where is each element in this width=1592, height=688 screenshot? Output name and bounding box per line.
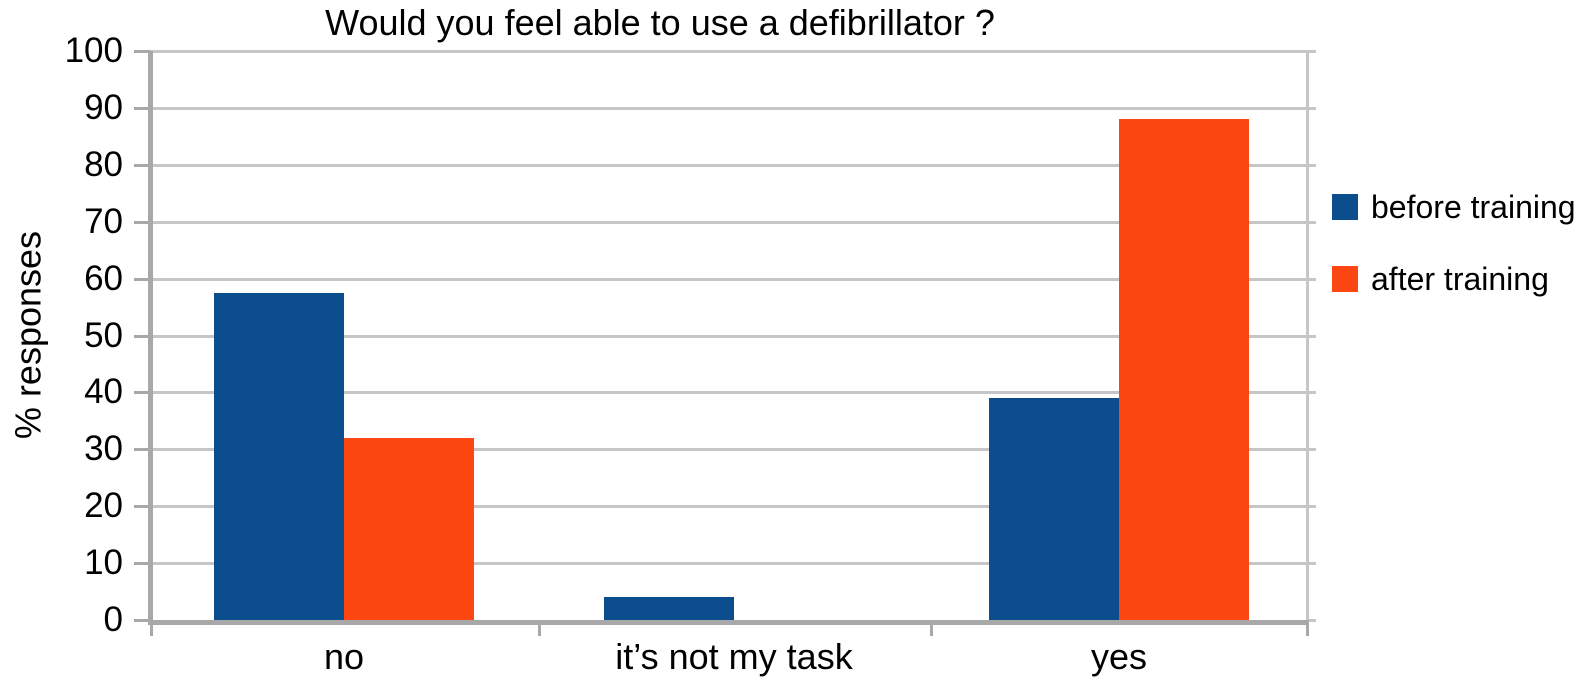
y-tick-label-80: 80 xyxy=(84,144,123,184)
y-axis-line xyxy=(148,51,153,625)
legend-swatch-icon xyxy=(1332,266,1358,292)
gridline-90 xyxy=(150,106,1309,110)
gridline-80 xyxy=(150,163,1309,167)
y-tick-right-60 xyxy=(1309,277,1316,281)
gridline-100 xyxy=(150,50,1309,53)
y-tick-50 xyxy=(134,334,150,338)
bar-after-training-2 xyxy=(1119,119,1249,620)
x-category-label-2: yes xyxy=(1090,636,1148,677)
legend-swatch-icon xyxy=(1332,194,1358,220)
legend-label-1: after training xyxy=(1371,261,1549,297)
y-tick-right-70 xyxy=(1309,220,1316,224)
y-tick-right-40 xyxy=(1309,391,1316,395)
x-category-label-1: it’s not my task xyxy=(615,636,853,677)
x-tick-0 xyxy=(150,623,153,636)
gridline-30 xyxy=(150,448,1309,452)
x-tick-3 xyxy=(1306,623,1309,636)
y-tick-40 xyxy=(134,391,150,395)
legend-label-0: before training xyxy=(1371,189,1576,225)
plot-area: 0 10 20 30 40 50 60 70 80 90 100 no it’s not my task… xyxy=(65,31,1316,677)
legend: before training after training xyxy=(1332,190,1576,334)
y-tick-right-0 xyxy=(1309,619,1316,622)
y-tick-right-100 xyxy=(1309,50,1316,53)
y-tick-90 xyxy=(134,106,150,110)
bar-before-training-1 xyxy=(604,597,734,620)
bar-before-training-2 xyxy=(989,398,1119,620)
y-tick-label-70: 70 xyxy=(84,201,123,241)
y-tick-20 xyxy=(134,505,150,509)
y-tick-0 xyxy=(134,619,150,622)
x-tick-1 xyxy=(538,623,541,636)
x-category-label-0: no xyxy=(323,636,365,677)
y-tick-right-50 xyxy=(1309,334,1316,338)
y-tick-label-20: 20 xyxy=(84,486,123,526)
y-tick-10 xyxy=(134,562,150,566)
y-tick-label-50: 50 xyxy=(84,315,123,355)
y-tick-label-10: 10 xyxy=(84,543,123,583)
gridline-10 xyxy=(150,562,1309,566)
gridline-40 xyxy=(150,391,1309,395)
y-tick-label-40: 40 xyxy=(84,372,123,412)
y-tick-70 xyxy=(134,220,150,224)
y-tick-label-60: 60 xyxy=(84,258,123,298)
bar-before-training-0 xyxy=(214,293,344,620)
y-tick-label-0: 0 xyxy=(103,600,123,639)
y-tick-80 xyxy=(134,163,150,167)
y-tick-right-90 xyxy=(1309,106,1316,110)
gridline-50 xyxy=(150,334,1309,338)
gridline-20 xyxy=(150,505,1309,509)
y-tick-100 xyxy=(134,50,150,53)
bar-after-training-0 xyxy=(344,438,474,620)
y-tick-right-10 xyxy=(1309,562,1316,566)
y-tick-60 xyxy=(134,277,150,281)
chart-title: Would you feel able to use a defibrillat… xyxy=(325,2,995,43)
y-tick-right-30 xyxy=(1309,448,1316,452)
y-tick-label-90: 90 xyxy=(84,87,123,127)
y-tick-30 xyxy=(134,448,150,452)
y-tick-right-20 xyxy=(1309,505,1316,509)
x-tick-2 xyxy=(930,623,933,636)
x-axis-line xyxy=(148,620,1309,625)
gridline-60 xyxy=(150,277,1309,281)
y-tick-label-100: 100 xyxy=(64,31,123,70)
legend-item-1: after training xyxy=(1332,262,1576,296)
legend-item-0: before training xyxy=(1332,190,1576,224)
y-tick-right-80 xyxy=(1309,163,1316,167)
gridline-70 xyxy=(150,220,1309,224)
y-tick-label-30: 30 xyxy=(84,429,123,469)
